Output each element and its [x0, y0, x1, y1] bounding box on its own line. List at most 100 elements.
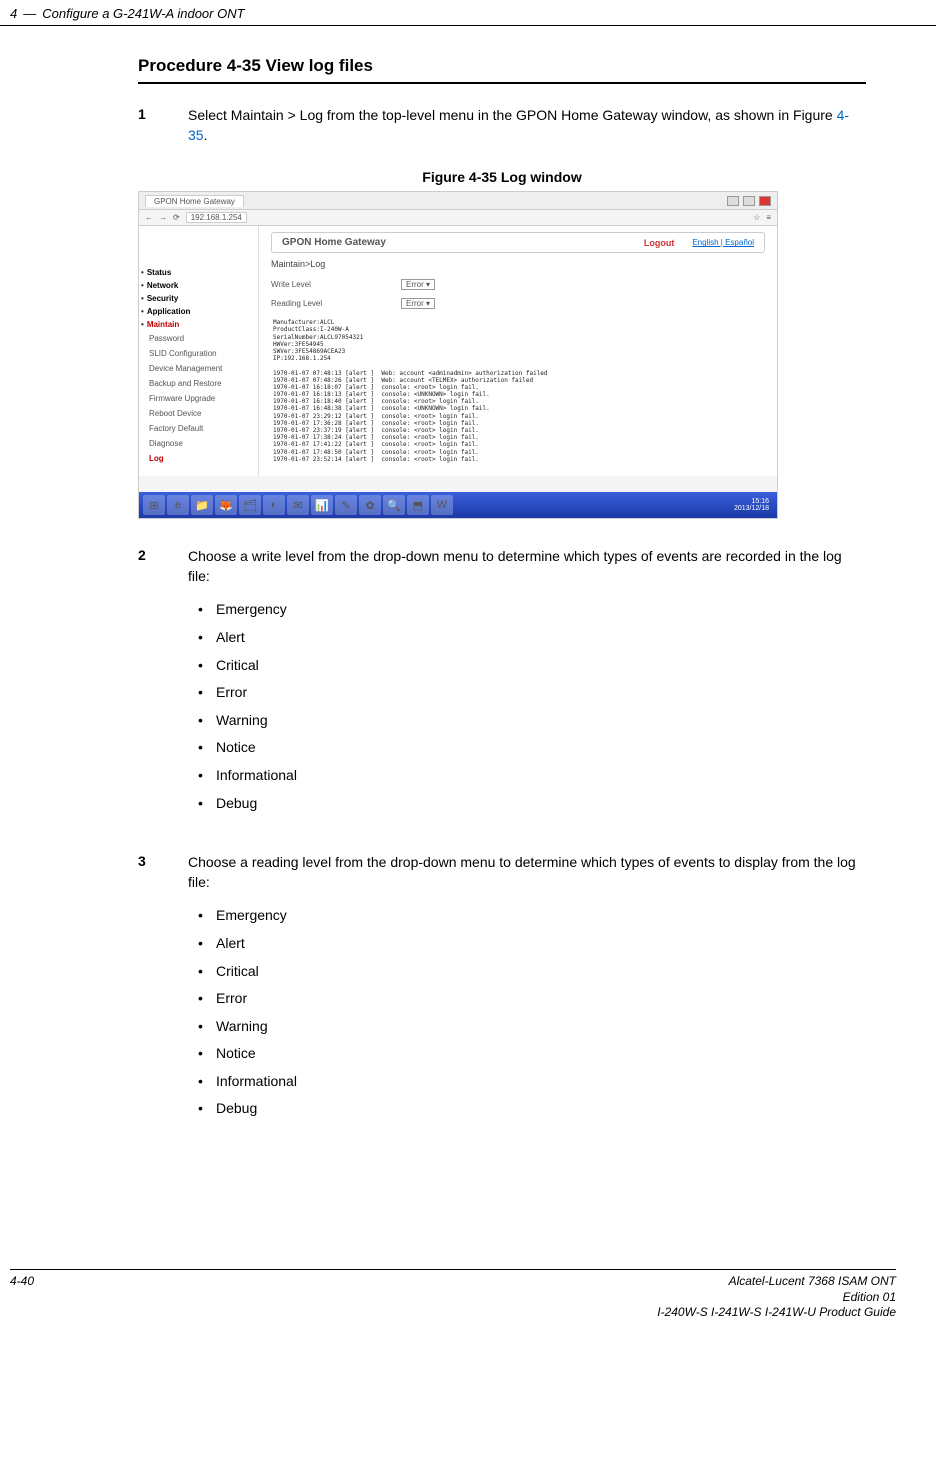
reading-level-select[interactable]: Error ▾: [401, 298, 435, 309]
procedure-title: Procedure 4-35 View log files: [138, 56, 866, 84]
windows-taskbar: ⊞ e 📁 🦊 🗂 ◐ ✉ 📊 ✎ ✿ 🔍 ⬒ W 15:16 2013/12/…: [139, 492, 777, 518]
sidebar-sub-log[interactable]: Log: [139, 451, 258, 466]
logout-link[interactable]: Logout: [644, 238, 675, 248]
sidebar-sub-password[interactable]: Password: [139, 331, 258, 346]
step-number: 2: [138, 547, 188, 839]
list-item: Critical: [188, 652, 866, 680]
sidebar-item-network[interactable]: Network: [139, 279, 258, 292]
footer-right: Alcatel-Lucent 7368 ISAM ONT Edition 01 …: [657, 1274, 896, 1321]
log-output: Manufacturer:ALCL ProductClass:I-240W-A …: [271, 317, 765, 465]
sidebar-sub-slid[interactable]: SLID Configuration: [139, 346, 258, 361]
nav-forward-icon[interactable]: →: [159, 213, 167, 222]
clock-time: 15:16: [734, 498, 769, 506]
minimize-icon[interactable]: [727, 196, 739, 206]
clock-date: 2013/12/18: [734, 505, 769, 513]
sidebar-sub-firmware[interactable]: Firmware Upgrade: [139, 391, 258, 406]
reading-level-list: Emergency Alert Critical Error Warning N…: [188, 902, 866, 1123]
list-item: Error: [188, 679, 866, 707]
app-header-bar: GPON Home Gateway Logout English | Españ…: [271, 232, 765, 253]
app-icon[interactable]: 🗂: [239, 495, 261, 515]
footer-product: Alcatel-Lucent 7368 ISAM ONT: [657, 1274, 896, 1290]
sidebar-sub-device-mgmt[interactable]: Device Management: [139, 361, 258, 376]
page-content: Procedure 4-35 View log files 1 Select M…: [0, 26, 936, 1169]
ie-icon[interactable]: e: [167, 495, 189, 515]
section-number: 4: [10, 6, 17, 21]
main-panel: GPON Home Gateway Logout English | Españ…: [259, 226, 777, 476]
star-icon[interactable]: ☆: [753, 213, 760, 222]
firefox-icon[interactable]: 🦊: [215, 495, 237, 515]
sidebar-sub-diagnose[interactable]: Diagnose: [139, 436, 258, 451]
list-item: Error: [188, 985, 866, 1013]
list-item: Critical: [188, 958, 866, 986]
menu-icon[interactable]: ≡: [766, 213, 771, 222]
step1-text-a: Select Maintain > Log from the top-level…: [188, 107, 837, 123]
list-item: Emergency: [188, 596, 866, 624]
write-level-row: Write Level Error ▾: [271, 279, 765, 290]
language-links[interactable]: English | Español: [692, 238, 754, 247]
sidebar-item-maintain[interactable]: Maintain: [139, 318, 258, 331]
step-number: 1: [138, 106, 188, 145]
browser-address-bar: ← → ⟳ 192.168.1.254 ☆ ≡: [139, 210, 777, 226]
url-field[interactable]: 192.168.1.254: [186, 212, 247, 223]
step-body: Select Maintain > Log from the top-level…: [188, 106, 866, 145]
write-level-label: Write Level: [271, 280, 401, 289]
page-header: 4 — Configure a G-241W-A indoor ONT: [0, 0, 936, 26]
page-footer: 4-40 Alcatel-Lucent 7368 ISAM ONT Editio…: [0, 1270, 936, 1341]
sidebar-item-status[interactable]: Status: [139, 266, 258, 279]
step1-text-b: .: [204, 127, 208, 143]
app-title: GPON Home Gateway: [282, 237, 644, 248]
reading-level-label: Reading Level: [271, 299, 401, 308]
list-item: Debug: [188, 790, 866, 818]
mail-icon[interactable]: ✉: [287, 495, 309, 515]
outlook-icon[interactable]: 📊: [311, 495, 333, 515]
start-button-icon[interactable]: ⊞: [143, 495, 165, 515]
explorer-icon[interactable]: 📁: [191, 495, 213, 515]
list-item: Notice: [188, 734, 866, 762]
step-number: 3: [138, 853, 188, 1145]
step3-text: Choose a reading level from the drop-dow…: [188, 853, 866, 892]
sidebar-item-security[interactable]: Security: [139, 292, 258, 305]
list-item: Notice: [188, 1040, 866, 1068]
step-1: 1 Select Maintain > Log from the top-lev…: [138, 106, 866, 145]
list-item: Alert: [188, 930, 866, 958]
browser-tab[interactable]: GPON Home Gateway: [145, 195, 244, 207]
write-level-select[interactable]: Error ▾: [401, 279, 435, 290]
sidebar-sub-reboot[interactable]: Reboot Device: [139, 406, 258, 421]
figure-caption: Figure 4-35 Log window: [138, 169, 866, 185]
breadcrumb: Maintain>Log: [271, 259, 765, 269]
browser-tab-bar: GPON Home Gateway: [139, 192, 777, 210]
list-item: Warning: [188, 1013, 866, 1041]
section-title: Configure a G-241W-A indoor ONT: [42, 6, 244, 21]
nav-back-icon[interactable]: ←: [145, 213, 153, 222]
screenshot-body: Status Network Security Application Main…: [139, 226, 777, 476]
footer-guide: I-240W-S I-241W-S I-241W-U Product Guide: [657, 1305, 896, 1321]
header-dash: —: [23, 6, 36, 21]
notes-icon[interactable]: ✎: [335, 495, 357, 515]
write-level-list: Emergency Alert Critical Error Warning N…: [188, 596, 866, 817]
log-window-screenshot: GPON Home Gateway ← → ⟳ 192.168.1.254 ☆ …: [138, 191, 778, 519]
footer-edition: Edition 01: [657, 1290, 896, 1306]
reading-level-row: Reading Level Error ▾: [271, 298, 765, 309]
step2-text: Choose a write level from the drop-down …: [188, 547, 866, 586]
search-icon[interactable]: 🔍: [383, 495, 405, 515]
list-item: Informational: [188, 762, 866, 790]
step-body: Choose a reading level from the drop-dow…: [188, 853, 866, 1145]
close-icon[interactable]: [759, 196, 771, 206]
reload-icon[interactable]: ⟳: [173, 213, 180, 222]
word-icon[interactable]: W: [431, 495, 453, 515]
list-item: Debug: [188, 1095, 866, 1123]
sidebar-item-application[interactable]: Application: [139, 305, 258, 318]
app3-icon[interactable]: ⬒: [407, 495, 429, 515]
app2-icon[interactable]: ✿: [359, 495, 381, 515]
list-item: Alert: [188, 624, 866, 652]
list-item: Informational: [188, 1068, 866, 1096]
sidebar-nav: Status Network Security Application Main…: [139, 226, 259, 476]
page-number: 4-40: [10, 1274, 34, 1321]
step-body: Choose a write level from the drop-down …: [188, 547, 866, 839]
sidebar-sub-factory[interactable]: Factory Default: [139, 421, 258, 436]
maximize-icon[interactable]: [743, 196, 755, 206]
taskbar-clock[interactable]: 15:16 2013/12/18: [730, 498, 773, 513]
chrome-icon[interactable]: ◐: [263, 495, 285, 515]
sidebar-sub-backup[interactable]: Backup and Restore: [139, 376, 258, 391]
list-item: Warning: [188, 707, 866, 735]
